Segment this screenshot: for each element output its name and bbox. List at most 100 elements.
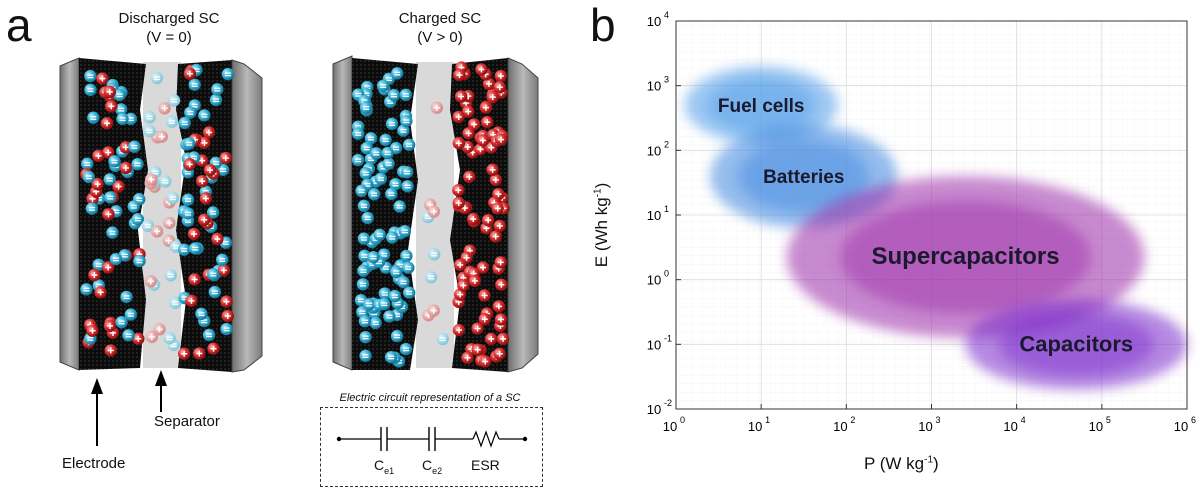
anion-ion (373, 228, 386, 242)
anion-ion (85, 202, 99, 215)
cation-ion (163, 216, 176, 230)
anion-ion (165, 115, 179, 128)
y-tick-exp: 2 (664, 139, 669, 149)
y-tick-exp: 1 (664, 204, 669, 214)
anion-ion (401, 180, 414, 193)
cation-ion (158, 102, 171, 115)
ragone-chart: Fuel cells Batteries Supercapacitors Capaci… (647, 10, 1196, 434)
y-tick-exp: 4 (664, 10, 669, 20)
x-tick-label: 10 (663, 419, 677, 434)
cation-ion (452, 137, 466, 150)
y-tick-label: 10 (647, 79, 661, 94)
anion-ion (81, 157, 94, 171)
x-tick-label: 10 (918, 419, 932, 434)
anion-ion (143, 111, 156, 124)
x-tick-label: 10 (748, 419, 762, 434)
region-label-supercapacitors: Supercapacitors (872, 243, 1060, 270)
y-tick-label: 10 (647, 337, 661, 352)
anion-ion (390, 265, 403, 279)
cation-ion (198, 136, 211, 150)
anion-ion (391, 67, 404, 80)
x-tick-label: 10 (1089, 419, 1103, 434)
cation-ion (468, 274, 482, 288)
resistor-esr (472, 430, 500, 448)
anion-ion (424, 271, 438, 284)
anion-ion (115, 103, 128, 116)
circuit-title: Electric circuit representation of a SC (339, 392, 521, 404)
cation-ion (199, 192, 213, 205)
anion-ion (399, 342, 413, 356)
anion-ion (128, 140, 141, 153)
cation-ion (476, 261, 490, 274)
anion-ion (103, 173, 116, 186)
anion-ion (184, 106, 197, 119)
anion-ion (387, 89, 401, 102)
anion-ion (178, 116, 191, 130)
anion-ion (367, 251, 380, 264)
cation-ion (430, 101, 444, 114)
anion-ion (385, 117, 399, 131)
cation-ion (217, 264, 231, 277)
cation-ion (482, 77, 496, 91)
anion-ion (209, 93, 223, 107)
anion-ion (127, 200, 140, 213)
cation-ion (144, 275, 158, 288)
anion-ion (359, 167, 372, 180)
anion-ion (384, 350, 398, 364)
cation-ion (145, 330, 158, 344)
cation-ion (211, 232, 224, 246)
cation-ion (467, 212, 480, 226)
anion-ion (124, 308, 138, 321)
y-tick-label: 10 (647, 14, 661, 29)
cation-ion (489, 230, 502, 243)
electrode-arrow (91, 378, 103, 446)
cation-ion (202, 126, 216, 139)
cation-ion (102, 208, 115, 221)
anion-ion (84, 69, 97, 83)
discharged-cell (59, 57, 263, 373)
anion-ion (181, 207, 195, 220)
cation-ion (493, 219, 506, 233)
cation-ion (102, 261, 115, 274)
anion-ion (177, 243, 191, 256)
anion-ion (211, 83, 224, 96)
esr-label: ESR (471, 457, 500, 473)
cation-ion (486, 163, 499, 176)
anion-ion (131, 158, 144, 171)
y-tick-exp: -2 (664, 398, 672, 408)
anion-ion (388, 289, 402, 303)
anion-ion (356, 278, 370, 291)
cation-ion (481, 213, 495, 227)
cation-ion (471, 343, 484, 356)
cation-ion (461, 351, 474, 364)
y-tick-label: 10 (647, 402, 661, 417)
anion-ion (393, 200, 406, 213)
x-tick-exp: 0 (680, 415, 685, 425)
anion-ion (379, 133, 392, 147)
cation-ion (452, 184, 465, 197)
anion-ion (167, 94, 181, 107)
anion-ion (398, 224, 412, 238)
anion-ion (150, 71, 164, 85)
y-tick-exp: -1 (664, 333, 672, 343)
anion-ion (189, 242, 202, 255)
current-collector-left (59, 57, 80, 371)
region-fuel-cells (684, 66, 838, 144)
cation-ion (207, 342, 220, 355)
cation-ion (198, 213, 211, 227)
anion-ion (104, 191, 117, 204)
cation-ion (100, 117, 114, 130)
cation-ion (493, 347, 506, 360)
ions-discharged (80, 63, 235, 360)
cation-ion (219, 151, 232, 165)
anion-ion (357, 199, 371, 213)
electrode-label: Electrode (62, 455, 126, 472)
cation-ion (101, 146, 115, 159)
cation-ion (453, 68, 466, 82)
ions-charged (351, 61, 510, 368)
cation-ion (479, 355, 492, 368)
y-tick-label: 10 (647, 208, 661, 223)
anion-ion (378, 297, 391, 311)
region-capacitors (965, 299, 1187, 390)
anion-ion (376, 79, 390, 92)
